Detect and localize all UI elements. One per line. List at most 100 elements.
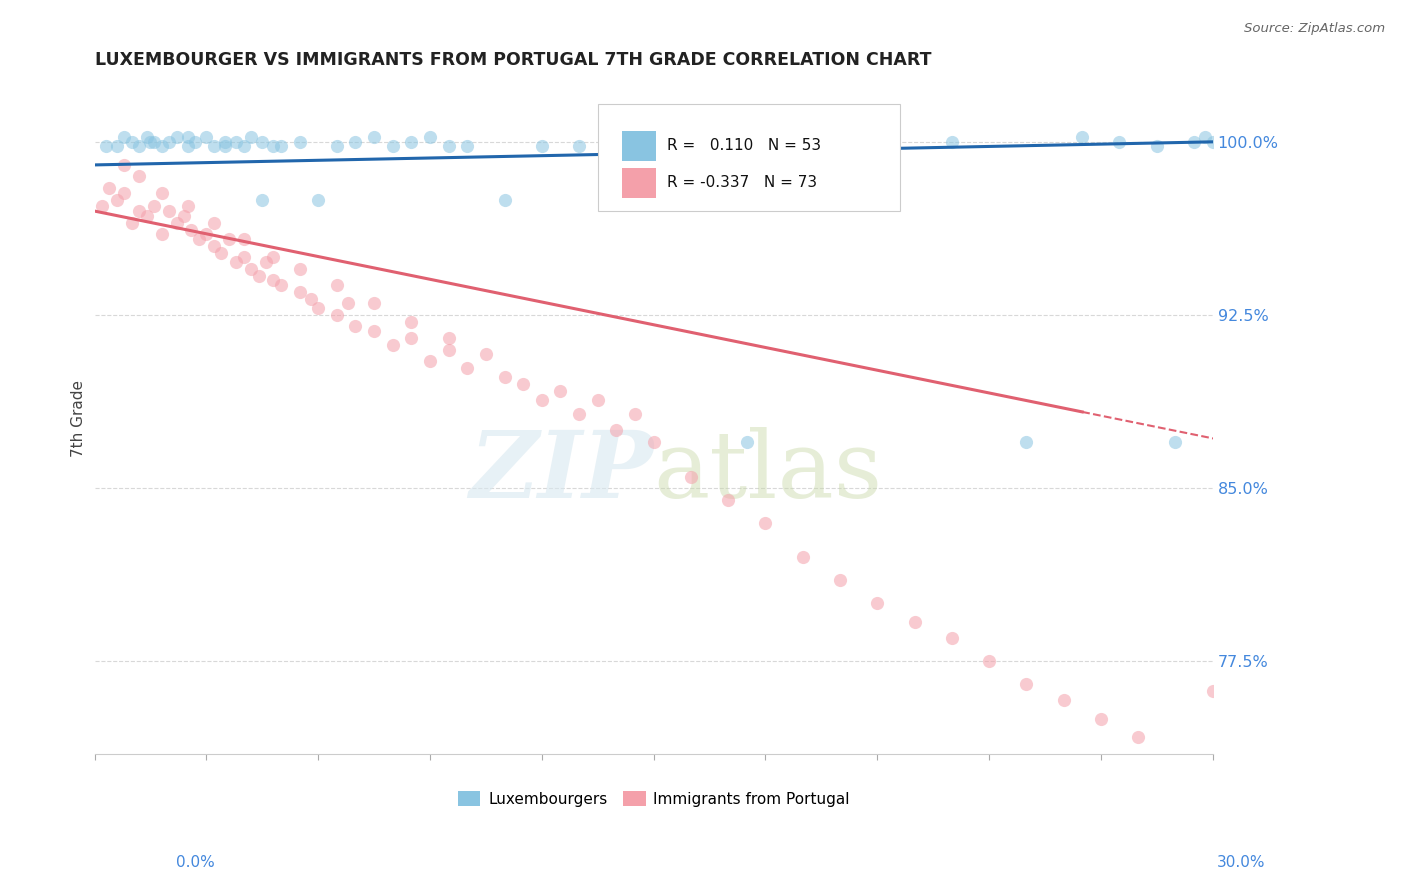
FancyBboxPatch shape <box>598 104 900 211</box>
Point <box>1090 712 1112 726</box>
Point <box>288 261 311 276</box>
Point <box>1164 434 1187 449</box>
Point <box>1015 677 1038 691</box>
Y-axis label: 7th Grade: 7th Grade <box>72 380 86 458</box>
Point <box>112 130 135 145</box>
FancyBboxPatch shape <box>623 168 655 198</box>
Point <box>252 193 274 207</box>
Point <box>1201 135 1223 149</box>
Point <box>180 222 202 236</box>
Point <box>1015 434 1038 449</box>
Point <box>363 296 385 310</box>
Point <box>202 139 225 153</box>
Text: R = -0.337   N = 73: R = -0.337 N = 73 <box>666 175 817 190</box>
Point <box>1201 684 1223 698</box>
Point <box>263 139 285 153</box>
Point <box>792 550 814 565</box>
Point <box>568 407 591 421</box>
Point <box>679 135 702 149</box>
Point <box>225 135 247 149</box>
Point <box>187 232 209 246</box>
Point <box>381 139 404 153</box>
Point <box>98 181 121 195</box>
Point <box>214 135 236 149</box>
Point <box>139 135 162 149</box>
Point <box>150 139 173 153</box>
Point <box>679 469 702 483</box>
Point <box>143 199 166 213</box>
Point <box>643 139 665 153</box>
Point <box>166 216 188 230</box>
Point <box>363 130 385 145</box>
Point <box>401 331 423 345</box>
Point <box>643 434 665 449</box>
Point <box>112 158 135 172</box>
Point <box>252 135 274 149</box>
Point <box>866 597 889 611</box>
Point <box>91 199 114 213</box>
Point <box>1071 130 1094 145</box>
Point <box>184 135 207 149</box>
Point <box>225 255 247 269</box>
Point <box>128 204 150 219</box>
Text: R =   0.110   N = 53: R = 0.110 N = 53 <box>666 138 821 153</box>
Point <box>437 139 460 153</box>
Point <box>735 434 758 449</box>
Point <box>419 130 441 145</box>
Point <box>150 186 173 200</box>
Point <box>326 308 349 322</box>
Point <box>530 393 553 408</box>
Point <box>550 384 572 398</box>
Point <box>202 238 225 252</box>
Point <box>157 135 180 149</box>
Point <box>326 277 349 292</box>
Point <box>381 338 404 352</box>
Point <box>828 574 851 588</box>
Point <box>177 199 200 213</box>
Point <box>214 139 236 153</box>
Point <box>1052 693 1074 707</box>
Text: Source: ZipAtlas.com: Source: ZipAtlas.com <box>1244 22 1385 36</box>
Point <box>437 331 460 345</box>
Point <box>1126 731 1149 745</box>
Point <box>157 204 180 219</box>
Point <box>866 139 889 153</box>
Point <box>232 139 254 153</box>
Point <box>128 139 150 153</box>
Point <box>209 245 232 260</box>
Point <box>218 232 240 246</box>
Point <box>344 319 367 334</box>
Legend: Luxembourgers, Immigrants from Portugal: Luxembourgers, Immigrants from Portugal <box>451 785 856 813</box>
Point <box>299 292 322 306</box>
Point <box>307 193 329 207</box>
Point <box>475 347 498 361</box>
Point <box>568 139 591 153</box>
Point <box>754 516 776 530</box>
Point <box>605 423 627 437</box>
Text: LUXEMBOURGER VS IMMIGRANTS FROM PORTUGAL 7TH GRADE CORRELATION CHART: LUXEMBOURGER VS IMMIGRANTS FROM PORTUGAL… <box>94 51 931 69</box>
Point <box>586 393 609 408</box>
Point <box>363 324 385 338</box>
Point <box>177 130 200 145</box>
Text: ZIP: ZIP <box>470 427 654 517</box>
Point <box>326 139 349 153</box>
Point <box>1108 135 1130 149</box>
Text: 30.0%: 30.0% <box>1218 855 1265 870</box>
Point <box>401 315 423 329</box>
Text: 0.0%: 0.0% <box>176 855 215 870</box>
Point <box>143 135 166 149</box>
Point <box>247 268 270 283</box>
Point <box>150 227 173 242</box>
Point <box>232 232 254 246</box>
Point <box>512 377 534 392</box>
Point <box>105 139 128 153</box>
Point <box>624 407 647 421</box>
Point <box>195 227 218 242</box>
Point <box>1146 139 1168 153</box>
Point <box>792 135 814 149</box>
Point <box>605 135 627 149</box>
Point <box>173 209 195 223</box>
Point <box>717 492 740 507</box>
Point <box>135 209 157 223</box>
Point <box>530 139 553 153</box>
